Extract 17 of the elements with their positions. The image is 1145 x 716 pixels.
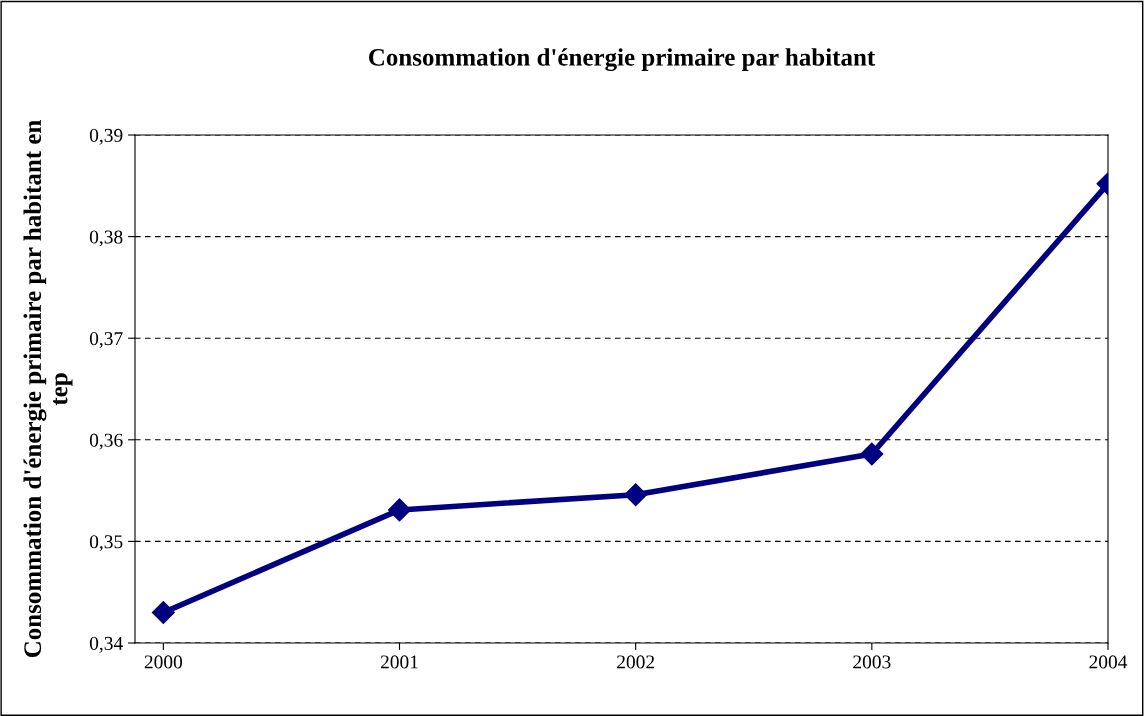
x-tick-label: 2001: [380, 655, 418, 669]
y-tick-label: 0,37: [89, 332, 123, 348]
x-tick-label: 2004: [1089, 655, 1128, 669]
y-tick-label: 0,39: [89, 128, 123, 145]
point: [388, 498, 412, 522]
x-tick-label: 2003: [853, 655, 891, 669]
point: [860, 442, 884, 466]
y-axis-title: Consommation d'énergie primaire par habitant en tep: [23, 120, 73, 658]
y-tick-label: 0,38: [89, 230, 123, 247]
point: [624, 483, 648, 507]
x-tick-label: 2000: [144, 655, 183, 669]
y-tick-label: 0,35: [89, 535, 123, 552]
point: [151, 601, 175, 625]
y-tick-label: 0,36: [89, 433, 123, 450]
chart-title: Consommation d'énergie primaire par habitant: [369, 48, 876, 72]
x-tick-label: 2002: [617, 655, 655, 669]
y-tick-label: 0,34: [89, 636, 123, 653]
